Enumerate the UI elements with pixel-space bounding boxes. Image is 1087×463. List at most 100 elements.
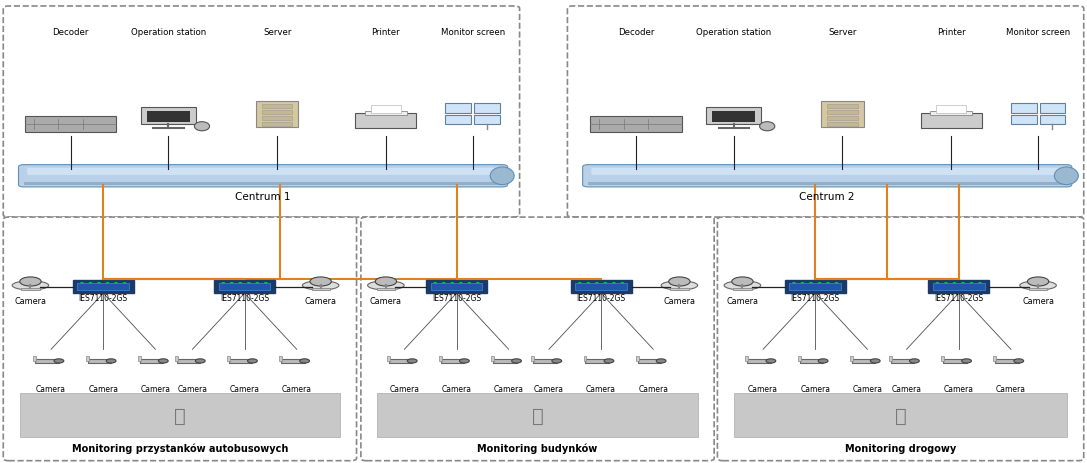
Text: Camera: Camera	[1022, 297, 1054, 306]
Bar	[138, 357, 141, 362]
FancyBboxPatch shape	[583, 165, 1072, 188]
Bar	[586, 359, 609, 363]
Bar	[827, 122, 858, 126]
Bar	[282, 359, 304, 363]
Circle shape	[476, 282, 479, 284]
Text: Camera: Camera	[441, 384, 472, 394]
Text: 📷: 📷	[532, 406, 544, 425]
Bar	[140, 359, 163, 363]
Text: Monitoring budynków: Monitoring budynków	[477, 443, 598, 453]
Bar	[994, 357, 997, 362]
Circle shape	[578, 282, 582, 284]
Circle shape	[97, 282, 101, 284]
Circle shape	[978, 282, 982, 284]
Circle shape	[817, 282, 822, 284]
Text: Monitor screen: Monitor screen	[1005, 28, 1071, 37]
Text: Camera: Camera	[140, 384, 171, 394]
Circle shape	[962, 359, 972, 363]
Bar	[364, 112, 408, 116]
Circle shape	[434, 282, 437, 284]
Circle shape	[792, 282, 796, 284]
Circle shape	[809, 282, 813, 284]
Bar	[20, 394, 340, 438]
Bar	[827, 105, 858, 109]
Circle shape	[1027, 277, 1049, 287]
Bar	[748, 359, 771, 363]
Bar	[147, 112, 190, 123]
Bar	[821, 102, 864, 128]
Text: Operation station: Operation station	[696, 28, 772, 37]
Circle shape	[621, 282, 624, 284]
Text: Camera: Camera	[891, 384, 922, 394]
Circle shape	[107, 359, 116, 363]
Circle shape	[612, 282, 615, 284]
Bar	[426, 281, 487, 294]
Bar	[262, 122, 292, 126]
Text: Camera: Camera	[493, 384, 524, 394]
Circle shape	[247, 282, 251, 284]
Bar	[36, 359, 59, 363]
Text: Monitoring przystanków autobusowych: Monitoring przystanków autobusowych	[72, 443, 288, 453]
Text: Operation station: Operation station	[130, 28, 207, 37]
FancyBboxPatch shape	[18, 165, 508, 188]
Text: Centrum 2: Centrum 2	[799, 192, 855, 202]
Bar	[929, 112, 973, 116]
Bar	[371, 106, 401, 114]
Ellipse shape	[1054, 168, 1078, 185]
Bar	[941, 357, 944, 362]
Circle shape	[961, 282, 965, 284]
Bar	[86, 357, 89, 362]
Ellipse shape	[661, 281, 698, 290]
Bar	[707, 108, 761, 125]
Circle shape	[732, 277, 753, 287]
Circle shape	[264, 282, 267, 284]
Text: 📷: 📷	[895, 406, 907, 425]
Bar	[1039, 104, 1065, 114]
Text: IES7110-2GS: IES7110-2GS	[934, 293, 984, 302]
Bar	[1011, 115, 1037, 125]
Bar	[933, 284, 985, 290]
Text: Camera: Camera	[586, 384, 616, 394]
FancyBboxPatch shape	[3, 7, 520, 218]
Bar	[227, 357, 230, 362]
FancyBboxPatch shape	[591, 169, 1063, 175]
Bar	[88, 359, 111, 363]
Text: Printer: Printer	[937, 28, 965, 37]
Text: Camera: Camera	[748, 384, 778, 394]
Text: IES7110-2GS: IES7110-2GS	[790, 293, 840, 302]
Bar	[928, 281, 989, 294]
Bar	[891, 359, 914, 363]
FancyBboxPatch shape	[27, 169, 499, 175]
Bar	[389, 359, 412, 363]
Bar	[474, 115, 500, 125]
Circle shape	[123, 282, 126, 284]
Circle shape	[826, 282, 829, 284]
Bar	[491, 357, 493, 362]
Text: Camera: Camera	[14, 297, 47, 306]
Text: Monitor screen: Monitor screen	[440, 28, 505, 37]
Circle shape	[310, 277, 332, 287]
Circle shape	[819, 359, 828, 363]
Circle shape	[952, 282, 957, 284]
Bar	[936, 106, 966, 114]
Circle shape	[230, 282, 234, 284]
Text: Printer: Printer	[372, 28, 400, 37]
Bar	[262, 111, 292, 115]
Text: Camera: Camera	[304, 297, 337, 306]
Bar	[1039, 115, 1065, 125]
Text: Monitoring drogowy: Monitoring drogowy	[845, 443, 957, 453]
Text: Camera: Camera	[36, 384, 66, 394]
FancyBboxPatch shape	[3, 218, 357, 461]
Text: Camera: Camera	[852, 384, 883, 394]
Circle shape	[936, 282, 939, 284]
Text: Decoder: Decoder	[617, 28, 654, 37]
Ellipse shape	[195, 122, 210, 131]
Bar	[584, 357, 587, 362]
Circle shape	[459, 282, 463, 284]
Bar	[493, 359, 516, 363]
Text: Camera: Camera	[944, 384, 974, 394]
Text: IES7110-2GS: IES7110-2GS	[220, 293, 270, 302]
Text: Camera: Camera	[663, 297, 696, 306]
Bar	[229, 359, 252, 363]
Circle shape	[238, 282, 242, 284]
